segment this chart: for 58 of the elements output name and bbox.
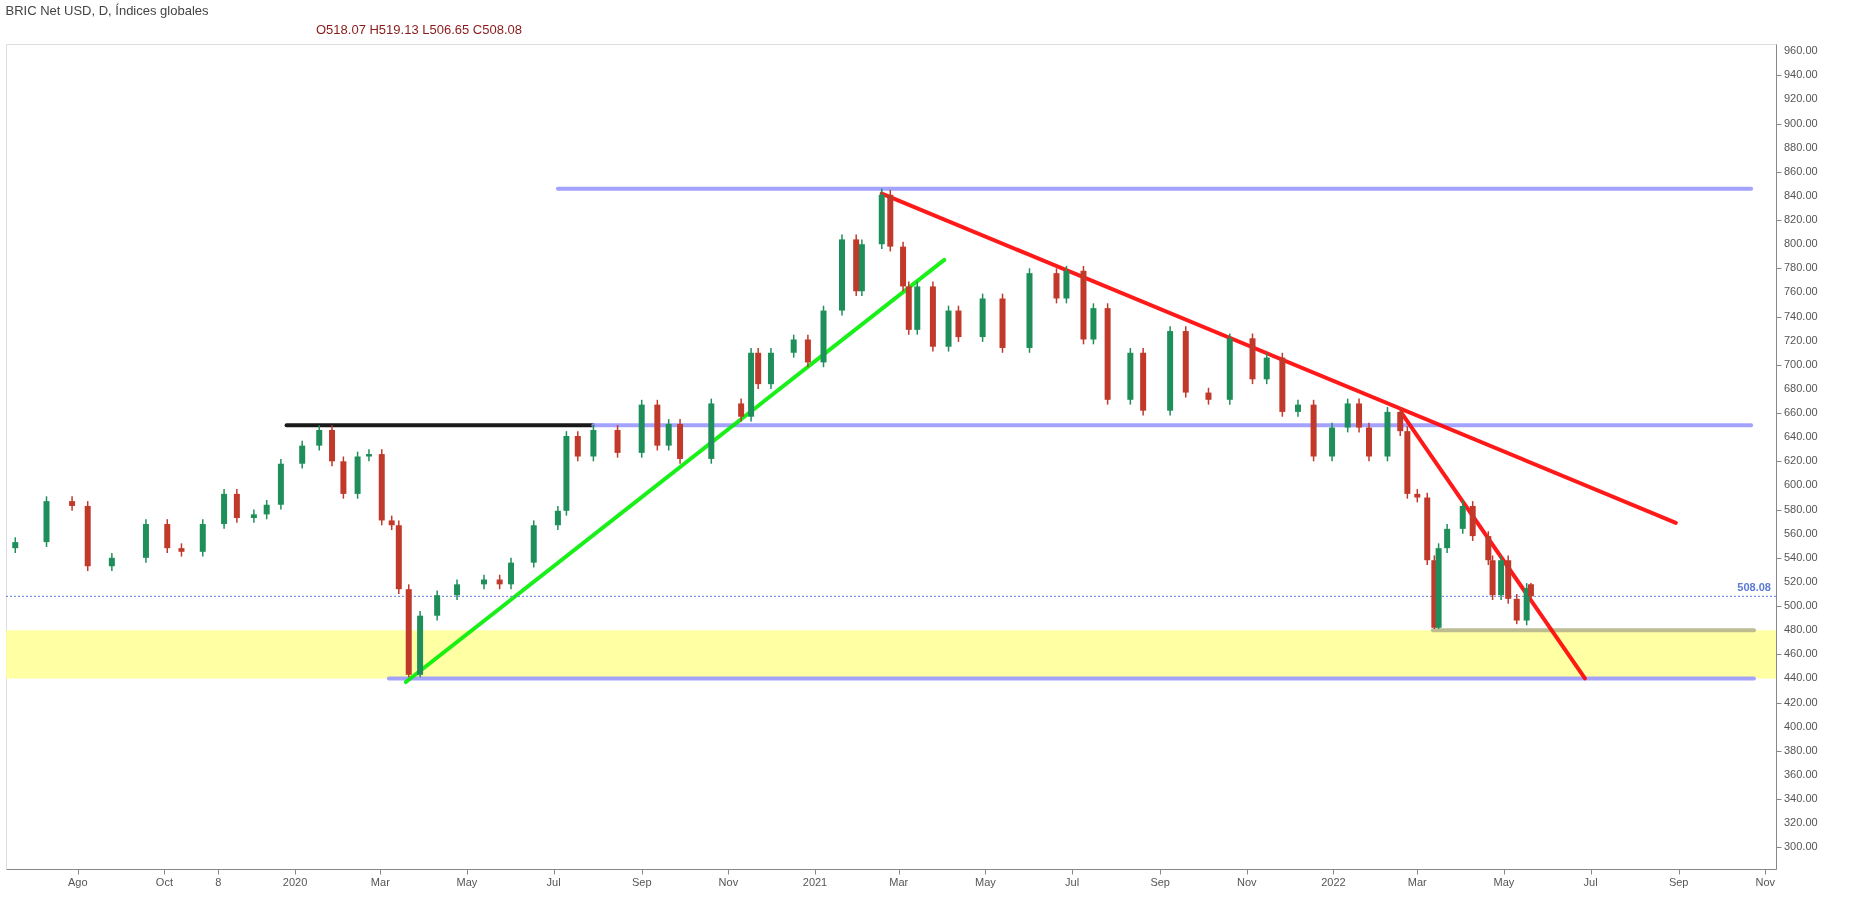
y-tick-label: 480.00 [1784,623,1818,636]
y-tick-label: 960.00 [1784,44,1818,57]
y-tick-label: 660.00 [1784,406,1818,419]
y-tick-label: 500.00 [1784,599,1818,612]
x-tick-label: Nov [718,876,739,888]
x-tick-label: Nov [1755,876,1776,888]
x-tick-label: Nov [1237,876,1258,888]
x-tick-label: Jul [1583,876,1598,888]
x-tick-label: Ago [67,876,88,888]
x-tick-label: 2020 [282,876,308,888]
y-tick-label: 900.00 [1784,116,1818,129]
y-tick-label: 580.00 [1784,502,1818,515]
y-tick-label: 620.00 [1784,454,1818,467]
ref-line-label: 508.08 [1737,581,1771,594]
y-tick-label: 440.00 [1784,671,1818,684]
x-tick-label: May [1493,876,1515,888]
y-tick-label: 340.00 [1784,792,1818,805]
x-tick-label: Sep [631,876,652,888]
x-tick-label: Jul [1065,876,1080,888]
y-tick-label: 560.00 [1784,526,1818,539]
y-tick-label: 780.00 [1784,261,1818,274]
y-tick-label: 420.00 [1784,695,1818,708]
x-tick-label: Oct [155,876,173,888]
y-tick-label: 360.00 [1784,767,1818,780]
y-tick-label: 920.00 [1784,92,1818,105]
y-tick-label: 600.00 [1784,478,1818,491]
y-tick-label: 760.00 [1784,285,1818,298]
x-tick-label: 2022 [1321,876,1346,888]
y-tick-label: 700.00 [1784,357,1818,370]
x-tick-label: Jul [546,876,561,888]
y-tick-label: 860.00 [1784,164,1818,177]
y-tick-label: 800.00 [1784,237,1818,250]
y-tick-label: 380.00 [1784,743,1818,756]
y-tick-label: 300.00 [1784,840,1818,853]
y-tick-label: 940.00 [1784,68,1818,81]
y-tick-label: 880.00 [1784,140,1818,153]
y-tick-label: 840.00 [1784,188,1818,201]
x-tick-label: Sep [1150,876,1170,888]
y-tick-label: 720.00 [1784,333,1818,346]
y-tick-label: 320.00 [1784,816,1818,829]
y-tick-label: 400.00 [1784,719,1818,732]
x-tick-label: Mar [370,876,391,888]
y-tick-label: 740.00 [1784,309,1818,322]
y-tick-label: 820.00 [1784,213,1818,226]
x-tick-label: Sep [1668,876,1689,888]
y-tick-label: 540.00 [1784,550,1818,563]
x-tick-label: 8 [215,876,222,888]
y-tick-label: 520.00 [1784,574,1818,587]
x-tick-label: May [975,876,997,888]
x-tick-label: Mar [1407,876,1428,888]
y-tick-label: 680.00 [1784,381,1818,394]
y-tick-label: 640.00 [1784,430,1818,443]
chart-title: BRIC Net USD, D, Índices globales [5,3,210,18]
x-tick-label: Mar [889,876,909,888]
x-tick-label: 2021 [802,876,828,888]
x-tick-label: May [456,876,478,888]
text: O518.07 H519.13 L506.65 C508.08 [316,22,523,37]
y-tick-label: 460.00 [1784,647,1818,660]
